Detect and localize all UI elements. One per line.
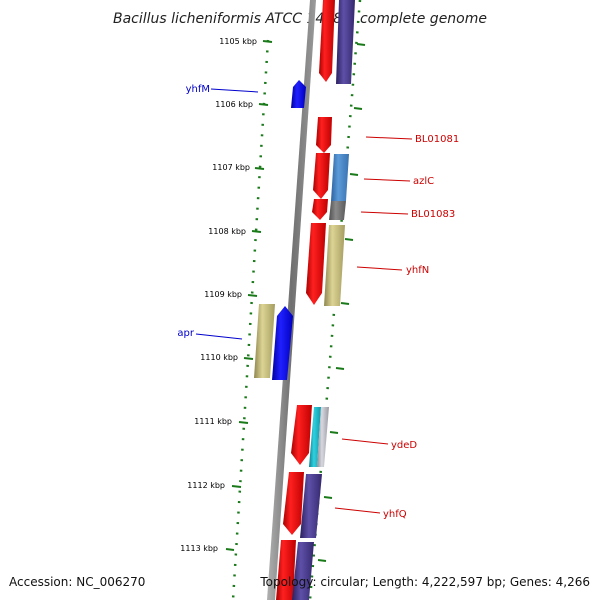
gene-label-yhfN: yhfN (406, 265, 429, 276)
cog-khaki (324, 225, 345, 306)
kbp-label: 1108 kbp (208, 227, 246, 236)
kbp-label: 1110 kbp (200, 353, 238, 362)
cds-forward (319, 0, 335, 82)
cds-forward (306, 223, 326, 305)
cog-purple (300, 474, 322, 538)
kbp-label: 1111 kbp (194, 417, 232, 426)
topology-text: Topology: circular; Length: 4,222,597 bp… (259, 575, 590, 589)
cog-khaki (254, 304, 275, 378)
gene-label-BL01083: BL01083 (411, 209, 455, 220)
cds-reverse (291, 80, 306, 108)
kbp-label: 1107 kbp (212, 163, 250, 172)
kbp-label: 1112 kbp (187, 481, 225, 490)
cds-forward (283, 472, 304, 535)
gene-label-azlC: azlC (413, 176, 434, 187)
cds-forward (291, 405, 312, 465)
cds-forward (313, 153, 330, 199)
gene-label-yhfM: yhfM (186, 84, 210, 95)
cog-purple (292, 542, 314, 600)
cog-silver (317, 407, 329, 467)
cog-gray (329, 201, 346, 220)
forward-cds-track (276, 0, 335, 600)
genome-backbone (267, 0, 316, 600)
cds-reverse (272, 306, 293, 380)
map-title: Bacillus licheniformis ATCC 14580, compl… (113, 11, 487, 27)
cds-forward (316, 117, 332, 153)
forward-cog-track (292, 0, 355, 600)
kbp-label: 1113 kbp (180, 544, 218, 553)
reverse-cds-track (272, 80, 306, 380)
gene-label-yhfQ: yhfQ (383, 509, 407, 520)
gene-label-apr: apr (177, 328, 194, 339)
label-leaders (195, 88, 413, 514)
outer-ring-ticks (317, 43, 366, 562)
gene-label-ydeD: ydeD (391, 440, 417, 451)
gene-label-BL01081: BL01081 (415, 134, 459, 145)
kbp-label: 1106 kbp (215, 100, 253, 109)
cog-blue (331, 154, 349, 201)
kbp-label: 1105 kbp (219, 37, 257, 46)
kbp-label: 1109 kbp (204, 290, 242, 299)
kbp-major-ticks (225, 40, 273, 551)
cds-forward (312, 199, 328, 220)
accession-text: Accession: NC_006270 (9, 575, 145, 589)
cog-purple (336, 0, 355, 84)
cds-forward (276, 540, 296, 600)
